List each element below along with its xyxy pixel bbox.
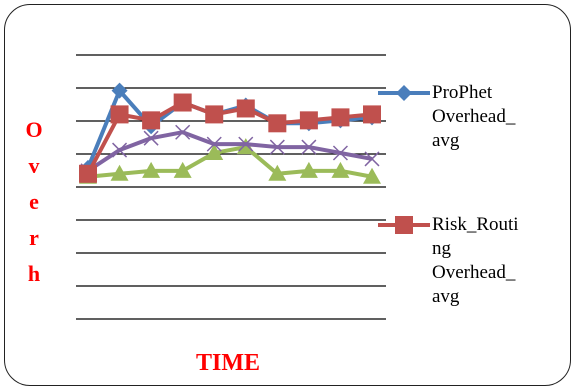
data-point-1 bbox=[363, 105, 381, 124]
y-axis-label-char: O bbox=[25, 117, 43, 142]
series-line-0 bbox=[86, 88, 373, 169]
y-axis-label-char: r bbox=[29, 225, 39, 250]
data-point-1 bbox=[173, 93, 192, 112]
data-point-3 bbox=[332, 145, 348, 161]
data-point-2 bbox=[205, 144, 224, 161]
y-axis-label-char: e bbox=[29, 189, 39, 214]
data-point-0 bbox=[111, 82, 128, 99]
data-point-2 bbox=[142, 161, 161, 178]
data-point-1 bbox=[236, 99, 255, 118]
data-point-2 bbox=[268, 164, 287, 181]
data-point-3 bbox=[301, 139, 317, 155]
data-point-1 bbox=[79, 164, 97, 183]
data-point-3 bbox=[206, 136, 222, 152]
data-point-2 bbox=[110, 164, 129, 181]
legend-label-prophet: ProPhet Overhead_ avg bbox=[432, 82, 516, 151]
legend-label-risk-routing: Risk_Routi ng Overhead_ avg bbox=[432, 214, 519, 307]
data-point-1 bbox=[205, 105, 224, 124]
y-axis-label-char: v bbox=[28, 153, 40, 178]
chart-frame bbox=[4, 4, 571, 386]
data-point-3 bbox=[364, 151, 380, 167]
data-point-1 bbox=[142, 111, 161, 130]
data-point-3 bbox=[269, 139, 285, 155]
series-line-1 bbox=[86, 100, 373, 175]
data-point-1 bbox=[299, 111, 318, 130]
series-line-3 bbox=[86, 130, 373, 173]
x-axis-label: TIME bbox=[196, 350, 261, 376]
legend-swatch-marker-0 bbox=[396, 85, 412, 101]
data-point-3 bbox=[143, 130, 159, 146]
data-point-2 bbox=[173, 161, 192, 178]
legend-swatch-marker-1 bbox=[395, 216, 413, 234]
data-point-1 bbox=[110, 105, 129, 124]
series-line-2 bbox=[87, 145, 373, 179]
data-point-2 bbox=[299, 161, 318, 178]
data-point-1 bbox=[268, 114, 287, 133]
data-point-3 bbox=[175, 124, 191, 140]
data-point-3 bbox=[238, 136, 254, 152]
data-point-2 bbox=[331, 161, 350, 178]
data-point-2 bbox=[363, 167, 381, 184]
data-point-1 bbox=[331, 108, 350, 127]
data-point-3 bbox=[112, 142, 128, 158]
y-axis-label-char: h bbox=[27, 261, 41, 286]
